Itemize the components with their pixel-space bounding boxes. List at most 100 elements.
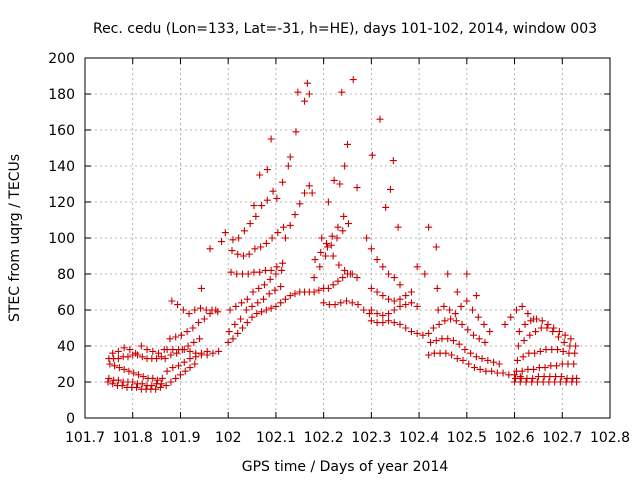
x-axis-label: GPS time / Days of year 2014	[242, 459, 449, 475]
data-point	[260, 281, 268, 289]
data-point	[463, 270, 471, 278]
data-point	[318, 234, 326, 242]
data-point	[184, 342, 192, 350]
data-point	[432, 243, 440, 251]
data-point	[349, 76, 357, 84]
data-point	[234, 329, 242, 337]
data-point	[427, 338, 435, 346]
x-tick-label: 102	[215, 430, 242, 446]
data-point	[470, 331, 477, 339]
data-point	[341, 162, 349, 170]
data-point	[550, 324, 558, 332]
data-point	[167, 378, 175, 386]
data-point	[305, 182, 313, 190]
data-point	[514, 342, 522, 350]
data-point	[407, 299, 415, 307]
data-point	[156, 383, 164, 391]
data-point	[368, 151, 376, 159]
data-point	[339, 227, 347, 235]
data-point	[310, 274, 318, 282]
data-point	[512, 306, 520, 314]
data-point	[379, 263, 387, 271]
data-point	[463, 297, 471, 305]
data-point	[132, 349, 140, 357]
data-point	[111, 362, 119, 370]
data-point	[163, 367, 171, 375]
data-point	[248, 313, 256, 321]
data-point	[333, 234, 341, 242]
data-point	[385, 295, 393, 303]
data-point	[242, 306, 250, 314]
data-point	[278, 266, 286, 274]
data-point	[531, 349, 539, 357]
y-tick-label: 60	[57, 303, 75, 319]
data-point	[331, 301, 339, 309]
data-point	[390, 297, 398, 305]
data-point	[284, 162, 292, 170]
data-point	[455, 340, 463, 348]
data-point	[246, 220, 254, 228]
data-point	[461, 346, 469, 354]
data-point	[499, 369, 507, 377]
data-point	[266, 275, 274, 283]
data-point	[281, 234, 289, 242]
data-point	[118, 382, 126, 390]
x-tick-label: 102.8	[590, 430, 630, 446]
data-point	[344, 140, 351, 148]
data-point	[329, 252, 337, 260]
data-point	[338, 88, 346, 96]
data-point	[120, 344, 128, 352]
data-point	[191, 306, 199, 314]
data-point	[385, 317, 393, 325]
data-point	[469, 306, 477, 314]
data-point	[367, 245, 375, 253]
data-point	[385, 310, 393, 318]
data-point	[344, 220, 352, 228]
data-point	[248, 302, 256, 310]
data-point	[243, 319, 251, 327]
data-point	[434, 306, 442, 314]
data-point	[484, 356, 492, 364]
data-point	[114, 347, 122, 355]
data-point	[382, 203, 390, 211]
data-point	[396, 295, 404, 303]
data-point	[161, 355, 169, 363]
data-point	[277, 299, 285, 307]
data-point	[441, 317, 449, 325]
data-point	[311, 256, 319, 264]
data-point	[272, 270, 280, 278]
data-point	[238, 299, 246, 307]
data-point	[507, 313, 515, 321]
data-point	[334, 223, 342, 231]
data-point	[337, 299, 345, 307]
data-point	[267, 304, 275, 312]
data-point	[262, 306, 270, 314]
data-point	[449, 337, 457, 345]
y-axis-label: STEC from uqrg / TECUs	[7, 154, 23, 322]
data-point	[379, 292, 387, 300]
data-point	[269, 187, 277, 195]
data-point	[544, 320, 552, 328]
data-point	[367, 306, 375, 314]
data-point	[472, 353, 480, 361]
data-point	[186, 355, 194, 363]
data-point	[472, 292, 480, 300]
data-point	[320, 299, 328, 307]
x-tick-label: 101.9	[160, 430, 200, 446]
data-point	[267, 135, 275, 143]
data-point	[162, 382, 170, 390]
data-point	[249, 288, 257, 296]
data-point	[348, 299, 356, 307]
data-point	[169, 364, 177, 372]
data-point	[152, 385, 160, 393]
data-point	[179, 306, 187, 314]
data-point	[530, 365, 538, 373]
data-point	[279, 259, 287, 267]
data-point	[573, 374, 581, 382]
x-tick-label: 102.6	[494, 430, 534, 446]
data-point	[253, 310, 261, 318]
x-tick-label: 102.4	[399, 430, 439, 446]
data-point	[228, 247, 236, 255]
data-point	[254, 299, 262, 307]
